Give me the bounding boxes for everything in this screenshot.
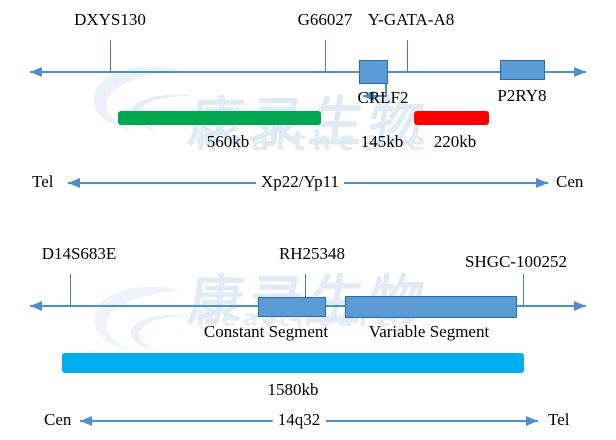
panel-xp22-yp11: DXYS130 G66027 Y-GATA-A8 CRLF2 P2RY8 560…: [0, 0, 616, 210]
orientation-label-tel-right: Tel: [548, 410, 570, 429]
marker-tick-g66027: [325, 40, 326, 72]
segment-label-constant: Constant Segment: [203, 322, 329, 341]
gene-direction-arrow-crlf2: [362, 84, 387, 101]
marker-tick-d14s683e: [70, 274, 71, 306]
probe-size-label-1580kb: 1580kb: [267, 380, 319, 399]
region-orientation-axis-14q32: [80, 416, 538, 426]
segment-box-constant[interactable]: [258, 297, 326, 317]
gene-label-crlf2: CRLF2: [357, 88, 409, 107]
gene-label-p2ry8: P2RY8: [497, 86, 547, 105]
marker-tick-shgc-100252: [523, 274, 524, 306]
probe-size-label-220kb: 220kb: [433, 132, 477, 151]
marker-tick-y-gata-a8: [407, 40, 408, 72]
segment-box-variable[interactable]: [345, 296, 517, 318]
marker-tick-dxys130: [110, 40, 111, 72]
marker-label-dxys130: DXYS130: [74, 10, 146, 29]
probe-bar-green-560kb[interactable]: [118, 111, 321, 125]
probe-size-label-145kb: 145kb: [360, 132, 404, 151]
orientation-label-cen-left: Cen: [44, 410, 72, 429]
gene-box-crlf2[interactable]: [359, 60, 388, 84]
segment-label-variable: Variable Segment: [368, 322, 490, 341]
region-label-xp22-yp11: Xp22/Yp11: [255, 172, 345, 192]
marker-tick-rh25348: [305, 274, 306, 306]
gene-box-p2ry8[interactable]: [500, 60, 545, 80]
marker-label-d14s683e: D14S683E: [41, 244, 117, 263]
region-label-14q32: 14q32: [272, 410, 326, 430]
marker-label-rh25348: RH25348: [278, 244, 346, 263]
marker-label-shgc-100252: SHGC-100252: [464, 252, 568, 271]
probe-size-label-560kb: 560kb: [206, 132, 250, 151]
probe-bar-red-220kb[interactable]: [414, 111, 489, 125]
panel-14q32: D14S683E RH25348 SHGC-100252 Constant Se…: [0, 230, 616, 440]
orientation-label-cen-right: Cen: [556, 172, 584, 191]
chromosome-axis-xp22: [30, 67, 586, 77]
marker-label-g66027: G66027: [297, 10, 353, 29]
marker-label-y-gata-a8: Y-GATA-A8: [367, 10, 455, 29]
orientation-label-tel-left: Tel: [32, 172, 54, 191]
probe-bar-cyan-1580kb[interactable]: [62, 353, 524, 373]
